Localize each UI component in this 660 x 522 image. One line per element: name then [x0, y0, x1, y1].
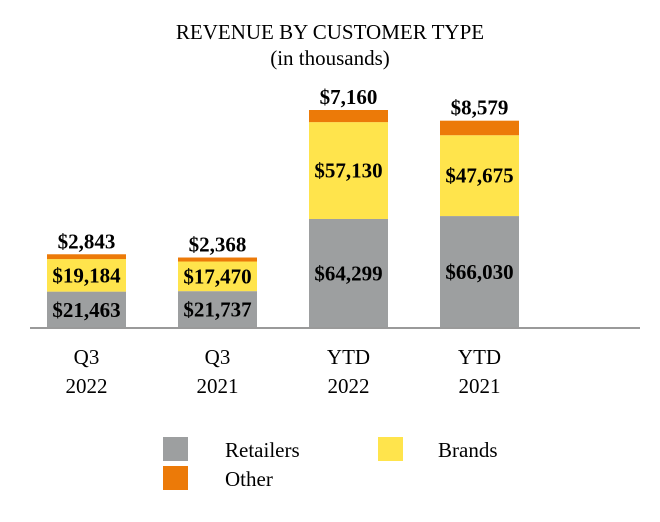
bar-brands-3	[440, 135, 519, 217]
legend-label-other: Other	[225, 467, 273, 491]
legend-label-retailers: Retailers	[225, 438, 300, 462]
x-tick-label-line1: Q3	[74, 345, 100, 369]
bar-other-2	[309, 110, 388, 123]
bar-other-3	[440, 120, 519, 136]
data-label-other-1: $2,368	[189, 233, 247, 257]
x-tick-label-line1: Q3	[205, 345, 231, 369]
legend-swatch-other	[163, 466, 188, 490]
data-label-brands-0: $19,184	[52, 263, 121, 287]
x-tick-label-line1: YTD	[458, 345, 501, 369]
bar-other-1	[178, 257, 257, 262]
x-tick-label-line2: 2022	[328, 374, 370, 398]
data-label-brands-3: $47,675	[445, 164, 513, 188]
bar-brands-1	[178, 261, 257, 292]
bar-retailers-1	[178, 291, 257, 328]
data-label-other-0: $2,843	[58, 229, 116, 253]
bar-brands-0	[47, 259, 126, 292]
data-label-retailers-1: $21,737	[183, 298, 251, 322]
x-tick-label-line2: 2022	[66, 374, 108, 398]
chart-title: REVENUE BY CUSTOMER TYPE	[176, 20, 484, 44]
legend-swatch-brands	[378, 437, 403, 461]
bar-brands-2	[309, 122, 388, 219]
x-tick-label-line2: 2021	[197, 374, 239, 398]
data-label-other-3: $8,579	[451, 96, 509, 120]
legend-swatch-retailers	[163, 437, 188, 461]
bar-retailers-3	[440, 216, 519, 328]
data-label-retailers-0: $21,463	[52, 298, 120, 322]
bar-retailers-2	[309, 218, 388, 328]
x-tick-label-line2: 2021	[459, 374, 501, 398]
data-label-brands-2: $57,130	[314, 159, 382, 183]
data-label-other-2: $7,160	[320, 85, 378, 109]
chart-subtitle: (in thousands)	[270, 46, 390, 70]
data-label-retailers-2: $64,299	[314, 261, 382, 285]
data-label-brands-1: $17,470	[183, 264, 251, 288]
legend-label-brands: Brands	[438, 438, 498, 462]
x-tick-label-line1: YTD	[327, 345, 370, 369]
bar-other-0	[47, 254, 126, 260]
bar-retailers-0	[47, 291, 126, 328]
data-label-retailers-3: $66,030	[445, 260, 513, 284]
